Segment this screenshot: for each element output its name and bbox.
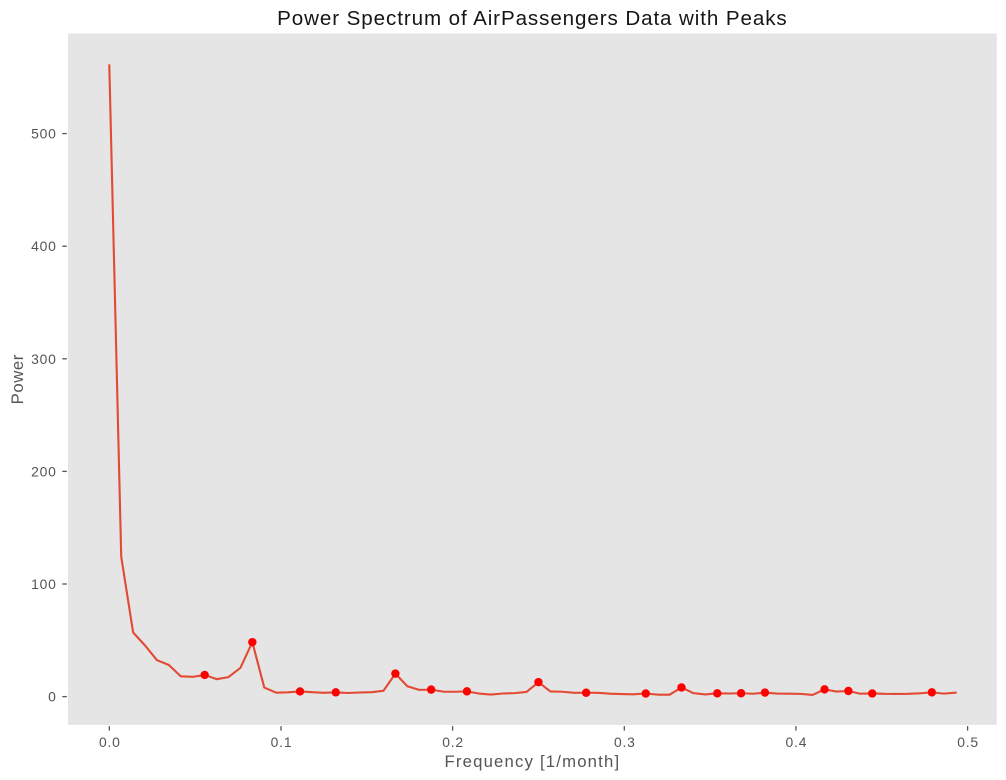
svg-text:Frequency [1/month]: Frequency [1/month]	[444, 752, 620, 771]
svg-text:0.0: 0.0	[99, 734, 121, 750]
svg-text:0.5: 0.5	[957, 734, 979, 750]
svg-text:0.3: 0.3	[614, 734, 636, 750]
svg-text:400: 400	[31, 238, 57, 254]
svg-text:200: 200	[31, 463, 57, 479]
svg-text:Power Spectrum of AirPassenger: Power Spectrum of AirPassengers Data wit…	[277, 7, 787, 30]
svg-text:100: 100	[31, 576, 57, 592]
svg-text:0: 0	[48, 689, 57, 705]
svg-text:300: 300	[31, 351, 57, 367]
svg-text:500: 500	[31, 126, 57, 142]
svg-text:0.1: 0.1	[271, 734, 293, 750]
svg-text:Power: Power	[8, 354, 27, 404]
svg-text:0.4: 0.4	[786, 734, 808, 750]
svg-text:0.2: 0.2	[442, 734, 464, 750]
